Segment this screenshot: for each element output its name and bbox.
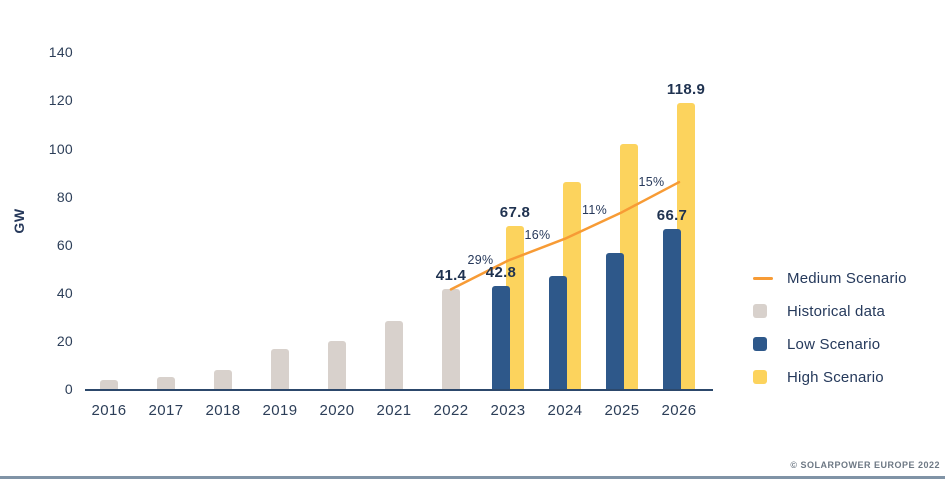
y-tick-20: 20 [56,332,73,349]
x-axis-line [85,389,713,391]
x-label-2026: 2026 [661,402,697,419]
legend-swatch-square [753,304,767,318]
copyright-text: © SOLARPOWER EUROPE 2022 [790,460,940,470]
legend-swatch-square [753,337,767,351]
bar-low-scenario-2026 [663,228,681,389]
legend-swatch-line [753,276,773,280]
value-label-118.9: 118.9 [666,81,706,99]
y-tick-140: 140 [48,44,73,61]
footer-divider [0,476,945,479]
bar-historical-data-2021 [385,321,403,389]
value-label-66.7: 66.7 [656,206,688,224]
y-tick-80: 80 [56,188,73,205]
legend-item-high-scenario: High Scenario [753,368,907,386]
x-label-2018: 2018 [205,402,241,419]
bar-low-scenario-2025 [606,252,624,389]
bar-low-scenario-2024 [549,275,567,389]
y-tick-60: 60 [56,236,73,253]
x-label-2016: 2016 [91,402,127,419]
bar-historical-data-2022 [442,289,460,389]
bar-historical-data-2017 [157,376,175,389]
value-label-42.8: 42.8 [485,264,517,282]
bar-high-scenario-2026 [677,103,695,389]
y-axis-title: GW [11,208,27,234]
growth-label-16%: 16% [524,227,551,242]
bar-historical-data-2019 [271,349,289,389]
x-label-2025: 2025 [604,402,640,419]
x-label-2023: 2023 [490,402,526,419]
y-tick-0: 0 [64,381,73,397]
y-tick-100: 100 [48,140,73,157]
chart-legend: Medium Scenario Historical data Low Scenar… [753,269,907,403]
legend-item-low-scenario: Low Scenario [753,335,907,353]
bar-historical-data-2016 [100,380,118,389]
x-label-2021: 2021 [376,402,412,419]
growth-label-29%: 29% [467,253,494,267]
x-label-2019: 2019 [262,402,298,419]
legend-item-medium-scenario: Medium Scenario [753,269,907,287]
value-label-67.8: 67.8 [499,203,531,221]
growth-label-11%: 11% [582,203,607,218]
legend-label: High Scenario [787,368,884,386]
growth-label-15%: 15% [638,175,665,190]
x-label-2024: 2024 [547,402,583,419]
y-tick-40: 40 [56,284,73,301]
legend-label: Historical data [787,302,886,320]
x-label-2022: 2022 [433,402,469,419]
legend-item-historical-data: Historical data [753,302,907,320]
legend-label: Low Scenario [787,335,881,353]
legend-swatch-square [753,370,767,384]
legend-label: Medium Scenario [787,269,907,287]
x-label-2020: 2020 [319,402,355,419]
bar-low-scenario-2023 [492,286,510,389]
bar-historical-data-2020 [328,341,346,389]
x-label-2017: 2017 [148,402,184,419]
y-tick-120: 120 [48,92,73,109]
bar-historical-data-2018 [214,369,232,389]
